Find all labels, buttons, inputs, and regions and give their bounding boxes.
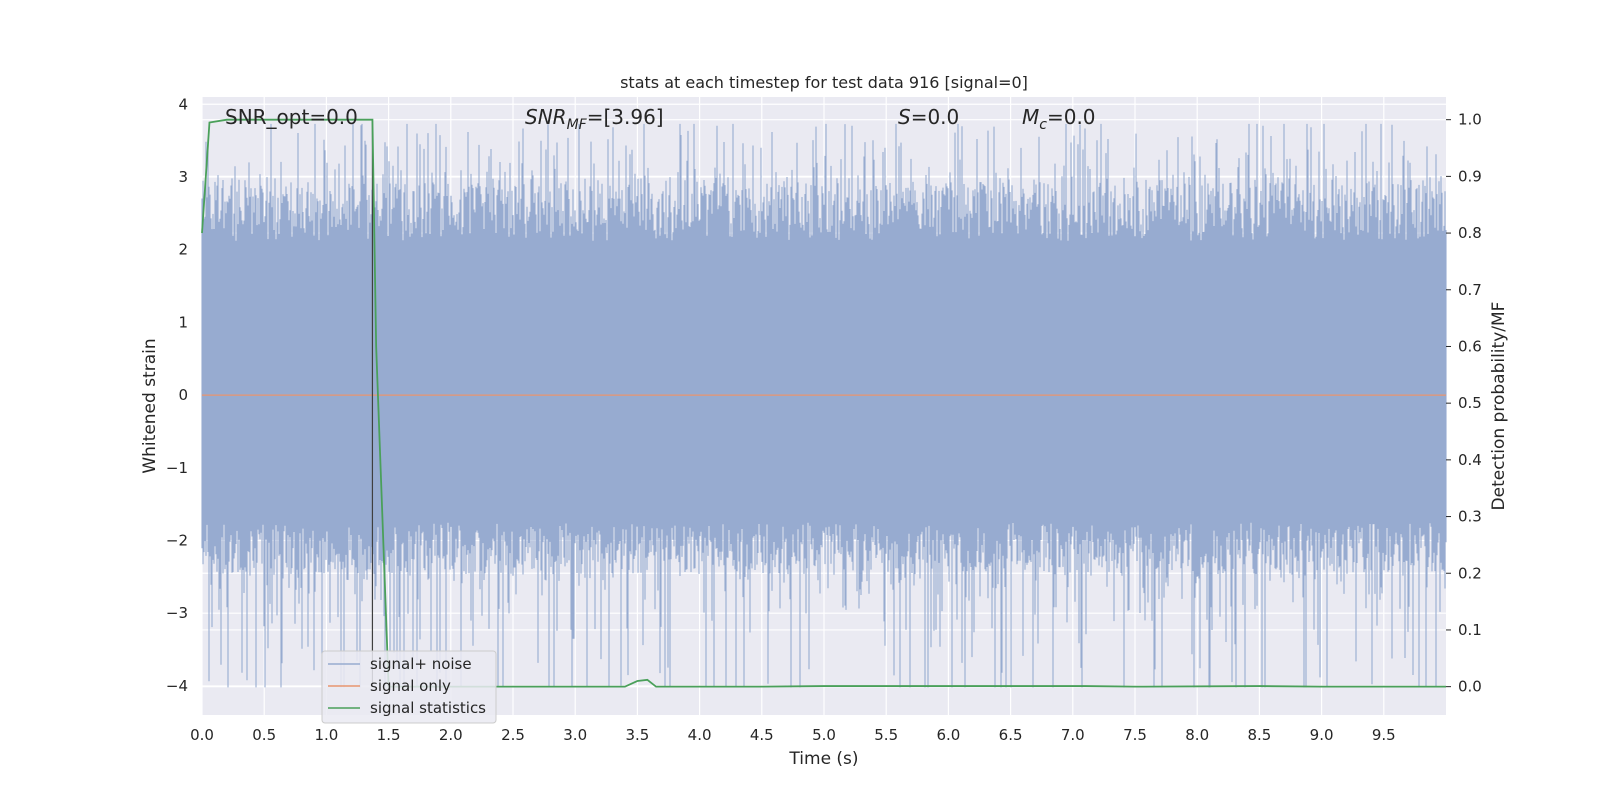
x-tick-label: 4.0 bbox=[688, 726, 712, 744]
signal-noise-series bbox=[201, 123, 1447, 688]
left-axis-ticks: −4 −3 −2 −1 0 1 2 3 4 bbox=[166, 95, 188, 695]
left-tick-label: 2 bbox=[178, 241, 188, 259]
left-tick-label: 0 bbox=[178, 386, 188, 404]
x-tick-label: 0.0 bbox=[190, 726, 214, 744]
x-tick-label: 7.5 bbox=[1123, 726, 1147, 744]
x-tick-label: 6.0 bbox=[936, 726, 960, 744]
right-tick-label: 0.3 bbox=[1458, 508, 1482, 526]
right-tick-label: 0.1 bbox=[1458, 621, 1482, 639]
x-tick-label: 1.5 bbox=[377, 726, 401, 744]
right-tick-label: 0.6 bbox=[1458, 337, 1482, 355]
legend-label-signal-only: signal only bbox=[370, 677, 451, 695]
left-tick-label: −4 bbox=[166, 677, 188, 695]
x-tick-label: 2.5 bbox=[501, 726, 525, 744]
signal-statistics-line bbox=[201, 118, 1446, 688]
right-tick-label: 0.8 bbox=[1458, 224, 1482, 242]
left-tick-label: 4 bbox=[178, 95, 188, 113]
x-tick-label: 2.0 bbox=[439, 726, 463, 744]
x-tick-label: 5.5 bbox=[874, 726, 898, 744]
left-tick-label: −2 bbox=[166, 532, 188, 550]
right-tick-label: 0.4 bbox=[1458, 451, 1482, 469]
right-tick-label: 0.7 bbox=[1458, 281, 1482, 299]
x-tick-label: 0.5 bbox=[252, 726, 276, 744]
annotation-mc-sub: c bbox=[1039, 117, 1047, 133]
right-tick-label: 1.0 bbox=[1458, 111, 1482, 129]
annotation-snr-mf-value: =[3.96] bbox=[587, 105, 664, 129]
annotation-snr-mf-label: SNR bbox=[525, 105, 567, 129]
x-tick-label: 7.0 bbox=[1061, 726, 1085, 744]
annotation-s: S=0.0 bbox=[898, 105, 959, 129]
annotation-snr-opt: SNR_opt=0.0 bbox=[225, 105, 358, 129]
annotation-mc-value: =0.0 bbox=[1047, 105, 1096, 129]
right-axis-ticks: 0.0 0.1 0.2 0.3 0.4 0.5 0.6 0.7 0.8 0.9 1.0 bbox=[1446, 111, 1482, 696]
noise-trace bbox=[201, 123, 1447, 688]
x-tick-label: 3.5 bbox=[625, 726, 649, 744]
annotation-s-value: =0.0 bbox=[911, 105, 960, 129]
x-axis-label: Time (s) bbox=[788, 749, 858, 769]
legend-label-signal-statistics: signal statistics bbox=[370, 699, 486, 717]
x-tick-label: 9.0 bbox=[1310, 726, 1334, 744]
x-tick-label: 3.0 bbox=[563, 726, 587, 744]
line-series bbox=[201, 118, 1446, 688]
legend: signal+ noise signal only signal statist… bbox=[321, 650, 497, 724]
x-tick-label: 4.5 bbox=[750, 726, 774, 744]
right-tick-label: 0.5 bbox=[1458, 394, 1482, 412]
annotation-mc: Mc=0.0 bbox=[1022, 105, 1096, 133]
left-tick-label: −1 bbox=[166, 459, 188, 477]
x-tick-label: 9.5 bbox=[1372, 726, 1396, 744]
x-tick-label: 6.5 bbox=[999, 726, 1023, 744]
left-tick-label: −3 bbox=[166, 604, 188, 622]
annotation-s-label: S bbox=[898, 105, 911, 129]
right-y-axis-label: Detection probability/MF bbox=[1489, 302, 1509, 511]
annotation-snr-mf-sub: MF bbox=[567, 117, 588, 133]
x-tick-label: 1.0 bbox=[314, 726, 338, 744]
legend-label-signal-noise: signal+ noise bbox=[370, 655, 472, 673]
legend-box bbox=[321, 650, 497, 724]
right-tick-label: 0.2 bbox=[1458, 564, 1482, 582]
x-tick-label: 8.0 bbox=[1185, 726, 1209, 744]
x-tick-label: 8.5 bbox=[1247, 726, 1271, 744]
left-tick-label: 3 bbox=[178, 168, 188, 186]
left-y-axis-label: Whitened strain bbox=[140, 338, 160, 473]
x-tick-label: 5.0 bbox=[812, 726, 836, 744]
left-tick-label: 1 bbox=[178, 313, 188, 331]
annotation-mc-label: M bbox=[1022, 105, 1039, 129]
x-axis-ticks: 0.0 0.5 1.0 1.5 2.0 2.5 3.0 3.5 4.0 4.5 5.0 5.5 6.0 6… bbox=[190, 726, 1396, 744]
right-tick-label: 0.9 bbox=[1458, 167, 1482, 185]
annotation-snr-mf: SNRMF=[3.96] bbox=[525, 105, 664, 133]
right-tick-label: 0.0 bbox=[1458, 678, 1482, 696]
chart-title: stats at each timestep for test data 916… bbox=[620, 73, 1028, 92]
